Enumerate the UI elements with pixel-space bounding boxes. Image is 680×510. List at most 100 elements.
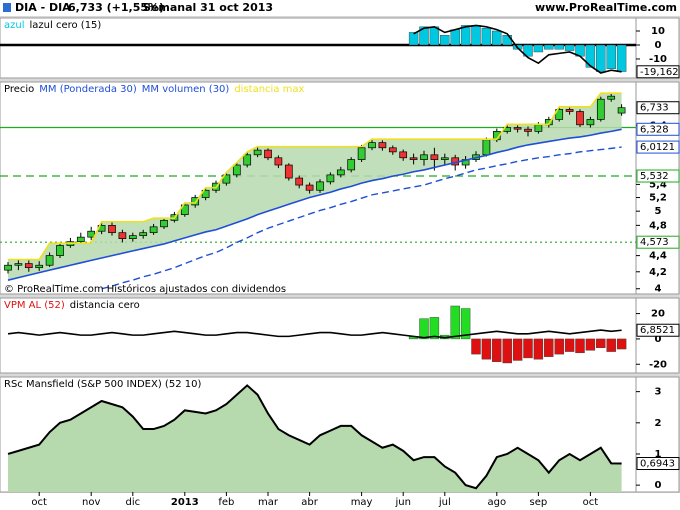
symbol: DIA - DIA bbox=[15, 1, 71, 14]
x-tick-label: ago bbox=[488, 497, 507, 508]
candle-body bbox=[399, 151, 408, 159]
candle-body bbox=[586, 119, 595, 126]
plot-area bbox=[0, 24, 636, 74]
y-tick-label: 4,4 bbox=[649, 251, 667, 262]
site: www.ProRealTime.com bbox=[535, 1, 677, 14]
candle-body bbox=[555, 109, 564, 120]
candle-body bbox=[420, 154, 428, 160]
indicator-line bbox=[101, 146, 622, 290]
histogram-bar bbox=[544, 338, 554, 357]
histogram-bar bbox=[523, 338, 533, 359]
candle-body bbox=[378, 142, 387, 149]
histogram-bar bbox=[596, 338, 606, 348]
histogram-bar bbox=[502, 338, 512, 364]
legend-entry: lazul cero (15) bbox=[30, 20, 102, 31]
candle-body bbox=[274, 157, 283, 166]
value-label-box bbox=[636, 169, 680, 183]
histogram-bar bbox=[585, 338, 596, 351]
value-label: 6,8521 bbox=[640, 325, 675, 336]
value-label: 6,0121 bbox=[640, 142, 675, 153]
value-label-box bbox=[636, 122, 680, 136]
y-tick-label: 5,4 bbox=[649, 179, 667, 190]
candle-body bbox=[524, 128, 532, 132]
candle-body bbox=[232, 164, 241, 176]
plot-area bbox=[7, 305, 627, 364]
area-line bbox=[7, 384, 622, 490]
histogram-bar bbox=[429, 26, 440, 46]
y-tick-label: -10 bbox=[649, 54, 667, 65]
histogram-bar bbox=[606, 338, 616, 352]
legend-entry: distancia cero bbox=[70, 300, 140, 311]
histogram-bar bbox=[554, 338, 564, 355]
candle-body bbox=[118, 232, 127, 240]
candle-body bbox=[295, 177, 304, 186]
histogram-bar bbox=[523, 44, 533, 57]
candle-body bbox=[596, 98, 605, 120]
y-tick-label: 2 bbox=[655, 418, 662, 429]
value-label-box bbox=[636, 140, 680, 154]
candle-body bbox=[160, 219, 168, 228]
legend-entry: RSc Mansfield (S&P 500 INDEX) (52 10) bbox=[4, 379, 201, 390]
candle-body bbox=[264, 149, 272, 159]
histogram-bar bbox=[450, 29, 460, 46]
panel bbox=[0, 297, 637, 374]
histogram-bar bbox=[440, 35, 450, 46]
x-tick-label: jun bbox=[394, 497, 410, 508]
candle-body bbox=[347, 159, 356, 171]
candle-body bbox=[576, 111, 584, 126]
histogram-bar bbox=[419, 26, 429, 46]
candle-body bbox=[336, 169, 345, 176]
histogram-bar bbox=[564, 338, 575, 352]
candle-body bbox=[513, 127, 522, 130]
histogram-bar bbox=[492, 338, 502, 362]
value-label-box bbox=[636, 65, 680, 79]
legend-entry: distancia max bbox=[234, 84, 304, 95]
histogram-bar bbox=[481, 28, 492, 46]
histogram-bar bbox=[616, 338, 627, 350]
histogram-bar bbox=[471, 25, 481, 46]
y-tick-label: 5 bbox=[655, 206, 662, 217]
candle-body bbox=[243, 154, 252, 166]
x-tick-label: abr bbox=[301, 497, 318, 508]
histogram-bar bbox=[408, 32, 419, 46]
candle-body bbox=[14, 263, 23, 266]
y-tick-label: 4 bbox=[655, 284, 662, 295]
x-tick-label: dic bbox=[125, 497, 140, 508]
histogram-bar bbox=[606, 44, 616, 69]
histogram-bar bbox=[460, 308, 471, 340]
histogram-bar bbox=[460, 25, 471, 46]
histogram-bar bbox=[471, 338, 481, 355]
header-icon bbox=[3, 3, 11, 12]
candle-body bbox=[368, 142, 376, 149]
legend-entry: VPM AL (52) bbox=[4, 300, 65, 311]
note: © ProRealTime.com Históricos ajustados c… bbox=[4, 283, 286, 295]
candle-body bbox=[326, 174, 335, 183]
candle-body bbox=[4, 264, 12, 271]
x-tick-label: nov bbox=[82, 497, 100, 508]
y-tick-label: 3 bbox=[655, 387, 662, 398]
candle-body bbox=[56, 245, 64, 256]
candle-body bbox=[607, 95, 616, 100]
candle-body bbox=[35, 264, 44, 269]
y-tick-label: -20 bbox=[649, 359, 667, 370]
indicator-line bbox=[8, 92, 622, 261]
histogram-bar bbox=[450, 305, 460, 340]
y-tick-label: 1 bbox=[655, 449, 662, 460]
histogram-bar bbox=[533, 338, 544, 360]
histogram-bar bbox=[575, 338, 585, 354]
histogram-bar bbox=[533, 44, 544, 53]
candle-body bbox=[24, 263, 33, 269]
histogram-bar bbox=[419, 318, 429, 340]
plot-area bbox=[0, 92, 636, 290]
quote: 6,733 (+1,55%) bbox=[68, 1, 164, 14]
y-tick-label: 4,2 bbox=[649, 267, 667, 278]
legend-entry: Precio bbox=[4, 84, 34, 95]
x-tick-label: may bbox=[351, 497, 373, 508]
histogram-bar bbox=[596, 44, 606, 72]
value-label-box bbox=[636, 101, 680, 115]
x-tick-label: jul bbox=[438, 497, 451, 508]
y-tick-label: 10 bbox=[651, 26, 665, 37]
y-tick-label: 0 bbox=[655, 480, 662, 491]
histogram-bar bbox=[429, 317, 440, 340]
candle-body bbox=[180, 204, 189, 216]
